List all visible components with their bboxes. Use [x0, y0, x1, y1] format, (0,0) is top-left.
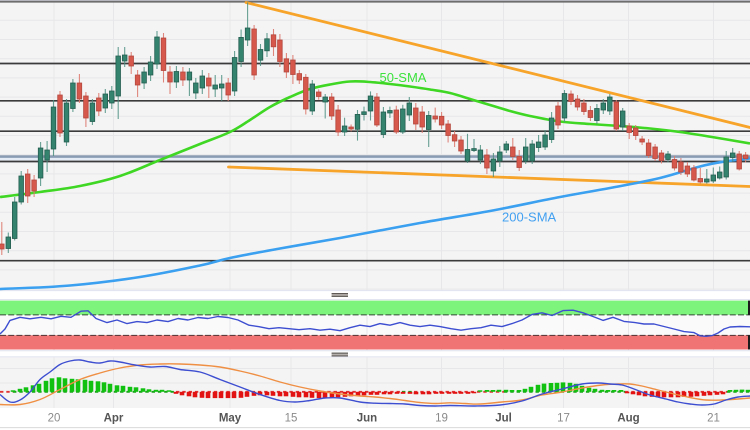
svg-text:17: 17	[557, 413, 570, 425]
svg-text:19: 19	[435, 413, 448, 425]
svg-text:Jul: Jul	[495, 413, 512, 425]
svg-text:20: 20	[48, 413, 61, 425]
svg-text:200-SMA: 200-SMA	[502, 210, 557, 225]
svg-text:50-SMA: 50-SMA	[380, 70, 427, 85]
svg-text:Aug: Aug	[617, 413, 639, 425]
svg-text:Apr: Apr	[104, 413, 124, 425]
svg-text:21: 21	[707, 413, 720, 425]
svg-text:May: May	[219, 413, 242, 425]
svg-text:Jun: Jun	[357, 413, 377, 425]
svg-text:15: 15	[285, 413, 298, 425]
